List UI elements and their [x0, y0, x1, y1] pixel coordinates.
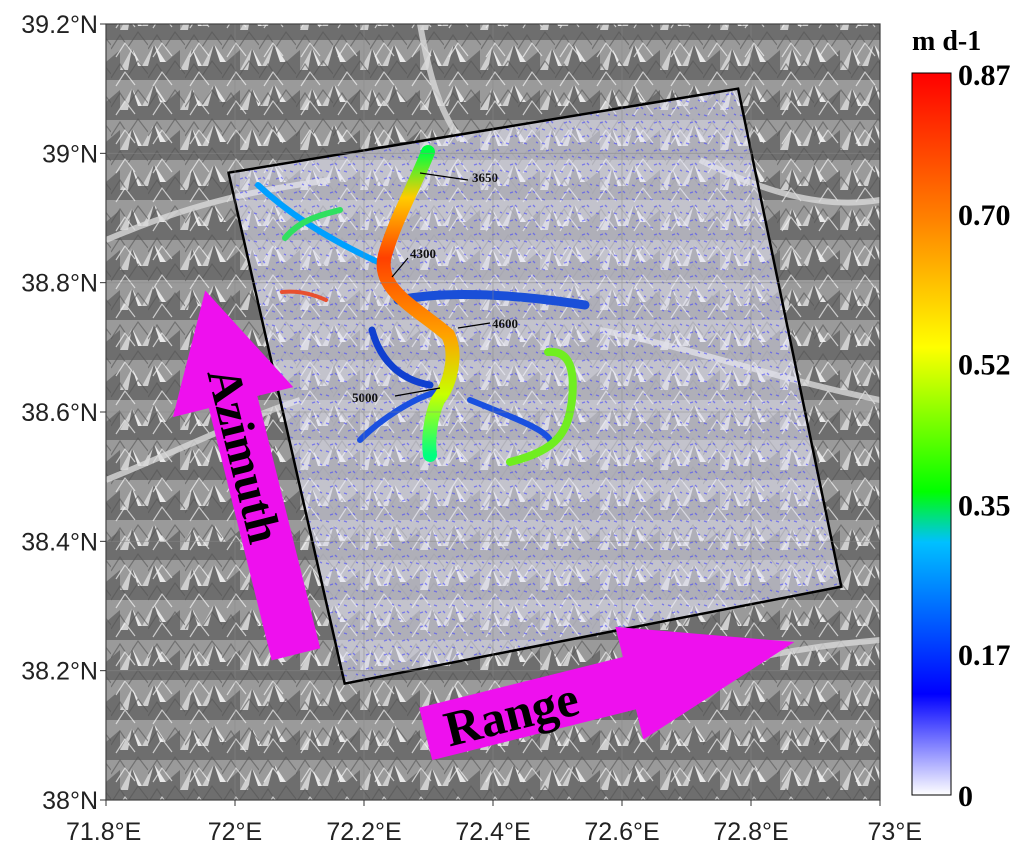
tributary-mid [368, 326, 434, 389]
colorbar-tick-label: 0 [958, 780, 973, 813]
lat-tick-label: 39°N [42, 140, 98, 168]
lon-tick-label: 73°E [868, 818, 922, 846]
glacier-northwest [282, 207, 343, 241]
azimuth-arrow-shape [172, 290, 321, 661]
tributary-west [255, 182, 381, 265]
lon-tick-label: 72.6°E [584, 818, 659, 846]
glacier-streams [255, 145, 590, 466]
lat-tick-label: 39.2°N [21, 11, 98, 39]
colorbar-tick-label: 0.35 [958, 490, 1011, 523]
lat-tick-label: 38.4°N [21, 528, 98, 556]
lon-tick-label: 71.8°E [66, 818, 141, 846]
tributary-southwest [357, 389, 439, 443]
glacier-west-red [280, 289, 328, 302]
glacier-east-branch [506, 347, 577, 466]
lon-tick-label: 72.4°E [455, 818, 530, 846]
colorbar-tick-label: 0.52 [958, 348, 1011, 381]
contour-label-5000: 5000 [352, 390, 378, 405]
tributary-south [467, 397, 553, 443]
tributary-east-upper [393, 290, 590, 310]
contour-label-3650: 3650 [472, 170, 498, 185]
range-arrow-shape [419, 626, 795, 761]
lat-tick-label: 38°N [42, 787, 98, 815]
glacier-trunk [376, 145, 460, 462]
contour-label-4600: 4600 [492, 316, 518, 331]
colorbar: m d-1 0.87 0.70 0.52 0.35 0.17 0 [911, 26, 1011, 813]
longitude-axis: 71.8°E 72°E 72.2°E 72.4°E 72.6°E 72.8°E 73°E [66, 800, 922, 846]
colorbar-tick-label: 0.87 [958, 59, 1011, 92]
contour-annotations: 3650 4300 4600 5000 [352, 170, 518, 405]
latitude-axis: 39.2°N 39°N 38.8°N 38.6°N 38.4°N 38.2°N 38°N [21, 11, 106, 815]
lat-tick-label: 38.8°N [21, 270, 98, 298]
footprint-outline [226, 87, 843, 686]
lat-tick-label: 38.2°N [21, 658, 98, 686]
contour-label-4300: 4300 [410, 246, 436, 261]
lon-tick-label: 72°E [208, 818, 262, 846]
colorbar-ramp [911, 72, 952, 796]
colorbar-tick-label: 0.17 [958, 639, 1011, 672]
map-panel: 3650 4300 4600 5000 [106, 24, 880, 800]
lon-tick-label: 72.2°E [326, 818, 401, 846]
colorbar-tick-label: 0.70 [958, 199, 1011, 232]
lon-tick-label: 72.8°E [713, 818, 788, 846]
colorbar-title: m d-1 [912, 26, 981, 57]
lat-tick-label: 38.6°N [21, 399, 98, 427]
velocity-speckle [228, 88, 842, 684]
